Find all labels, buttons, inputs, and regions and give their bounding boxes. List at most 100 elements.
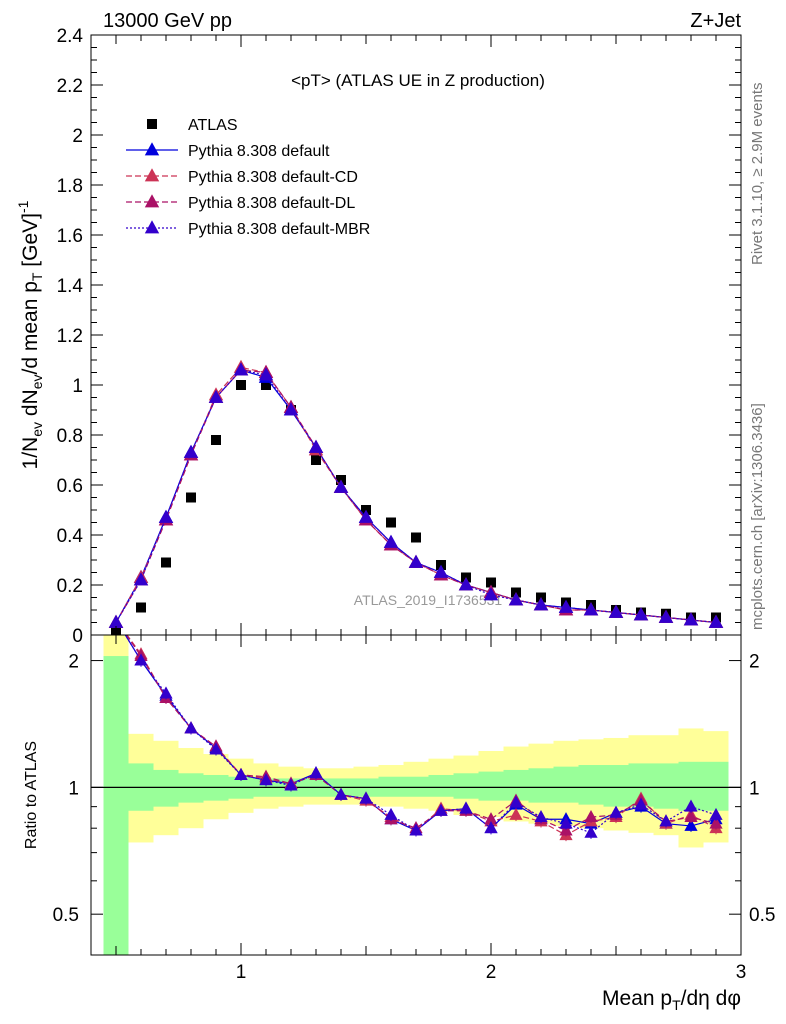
data-point — [258, 367, 274, 381]
data-point — [609, 805, 623, 818]
y-tick-label: 0 — [72, 626, 83, 647]
legend-label: Pythia 8.308 default-MBR — [188, 221, 370, 238]
uncertainty-band-inner — [653, 763, 679, 809]
series-line — [115, 369, 717, 624]
y-tick-label: 2 — [72, 126, 83, 147]
data-point — [309, 766, 323, 779]
data-point — [534, 809, 548, 823]
data-point — [484, 812, 498, 825]
data-point — [658, 609, 674, 623]
data-point — [384, 807, 398, 820]
header-right: Z+Jet — [690, 10, 741, 32]
data-point — [233, 362, 249, 376]
ratio-y-axis-label: Ratio to ATLAS — [23, 741, 40, 849]
data-point — [359, 791, 373, 804]
header-left: 13000 GeV pp — [103, 10, 232, 32]
ratio-y-tick-label: 1 — [68, 778, 79, 799]
data-point — [284, 778, 298, 791]
data-point — [134, 653, 148, 666]
series-1 — [108, 362, 724, 628]
uncertainty-band-inner — [403, 776, 429, 797]
y-tick-label: 2.2 — [57, 76, 83, 97]
data-point — [508, 592, 524, 606]
x-tick-label: 2 — [486, 962, 497, 983]
x-tick-label: 3 — [736, 962, 747, 983]
data-point — [133, 572, 149, 586]
uncertainty-band-inner — [478, 771, 504, 801]
ratio-panel-axes: 0.5 0.5 1 1 2 2 1 2 3 — [53, 634, 775, 983]
data-point — [684, 809, 698, 823]
x-axis-label: Mean pT/dη dφ — [602, 987, 741, 1013]
data-point — [261, 380, 271, 390]
data-point — [234, 767, 248, 780]
data-point — [136, 602, 146, 613]
y-tick-label: 2.4 — [57, 26, 84, 47]
data-point — [533, 597, 549, 611]
data-point — [259, 773, 273, 786]
analysis-watermark: ATLAS_2019_I1736531 — [354, 592, 503, 608]
y-tick-label: 1.2 — [57, 326, 83, 347]
x-tick-label: 1 — [236, 962, 247, 983]
data-point — [684, 799, 698, 812]
data-point — [161, 557, 171, 568]
data-point — [283, 402, 299, 416]
data-point — [183, 444, 199, 458]
y-tick-label: 1.4 — [57, 276, 84, 297]
uncertainty-band-inner — [578, 765, 604, 805]
data-point — [509, 795, 523, 808]
series-line — [115, 369, 717, 624]
ratio-series-3 — [124, 635, 723, 839]
uncertainty-band-inner — [553, 766, 579, 803]
ratio-y-tick-label: 0.5 — [53, 905, 79, 926]
data-point — [709, 807, 723, 820]
series-3 — [108, 362, 724, 628]
data-point — [209, 742, 223, 755]
data-point — [159, 686, 173, 699]
data-point — [411, 532, 421, 543]
data-point — [211, 435, 221, 445]
data-point — [659, 814, 673, 827]
data-point — [434, 803, 448, 816]
data-point — [236, 380, 246, 390]
series-4 — [108, 362, 724, 628]
data-point — [683, 612, 699, 626]
data-point — [484, 821, 498, 834]
uncertainty-band-inner — [453, 773, 479, 799]
ratio-y-tick-label-right: 2 — [749, 652, 760, 673]
data-point — [334, 787, 348, 800]
data-point — [509, 807, 523, 820]
data-point — [108, 614, 124, 628]
y-tick-label: 0.8 — [57, 426, 83, 447]
data-point — [459, 801, 473, 814]
data-point — [708, 614, 724, 628]
y-tick-label: 1.6 — [57, 226, 83, 247]
uncertainty-band-inner — [103, 656, 129, 955]
ratio-y-tick-label-right: 0.5 — [749, 905, 775, 926]
data-point — [333, 479, 349, 493]
data-point — [408, 554, 424, 568]
data-point — [144, 194, 160, 208]
data-point — [458, 577, 474, 591]
y-tick-label: 1 — [72, 376, 83, 397]
main-y-axis-label: 1/Nev dNev/d mean pT [GeV]-1 — [15, 200, 45, 469]
data-point — [483, 587, 499, 601]
uncertainty-band-inner — [428, 774, 454, 797]
data-point — [144, 220, 160, 234]
main-panel-axes: 0 0.2 0.4 0.6 0.8 1 1.2 1.4 1.6 1.8 2 2.2 2.4 — [57, 26, 742, 647]
data-point — [634, 797, 648, 810]
data-point — [583, 602, 599, 616]
data-point — [186, 492, 196, 503]
data-point — [409, 823, 423, 836]
data-point — [386, 517, 396, 528]
legend: ATLAS Pythia 8.308 default Pythia 8.308 de… — [126, 117, 370, 238]
mcplots-label: mcplots.cern.ch [arXiv:1306.3436] — [749, 403, 766, 630]
data-point — [144, 142, 160, 156]
legend-marker — [147, 119, 157, 129]
y-tick-label: 0.4 — [57, 526, 84, 547]
series-line — [115, 369, 717, 624]
data-point — [144, 168, 160, 182]
data-point — [608, 604, 624, 618]
legend-label: Pythia 8.308 default — [188, 143, 330, 160]
legend-label: ATLAS — [188, 117, 238, 134]
